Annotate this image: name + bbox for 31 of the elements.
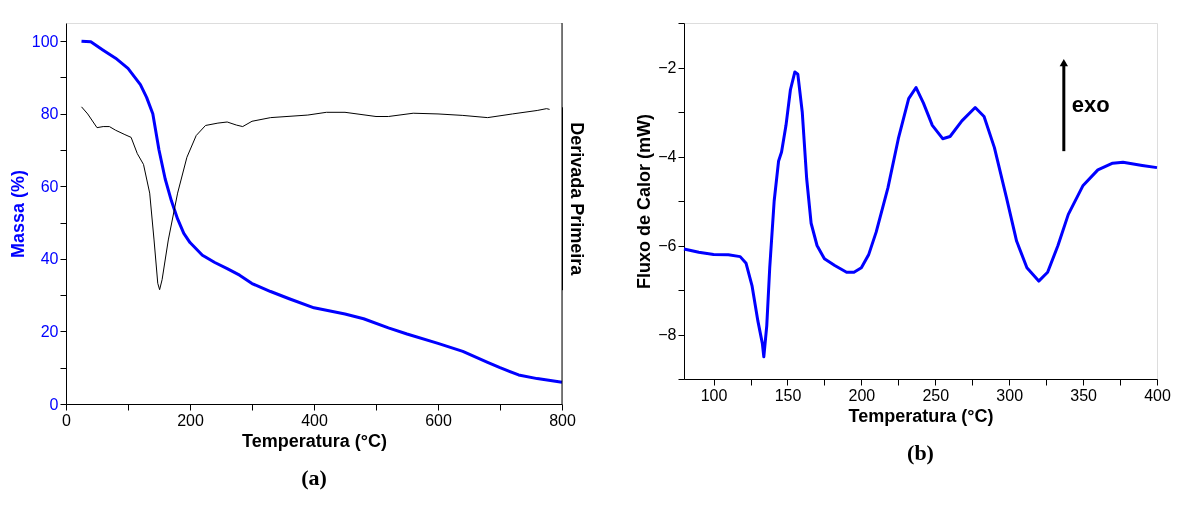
annotation: exo	[1071, 91, 1110, 117]
y-tick-label: −6	[658, 237, 677, 254]
line-series	[682, 70, 1159, 359]
x-tick-label: 100	[700, 386, 728, 404]
line-series	[80, 39, 564, 384]
y-tick-label: 40	[40, 250, 59, 268]
y-tick-label: −2	[658, 59, 677, 76]
x-tick-label: 200	[848, 386, 876, 404]
x-tick-label: 400	[1144, 386, 1171, 404]
y-axis-title: Massa (%)	[7, 169, 28, 259]
x-tick-label: 0	[62, 411, 72, 429]
y-tick-label: 20	[40, 322, 59, 340]
x-tick-label: 250	[922, 386, 950, 404]
x-tick-label: 300	[996, 386, 1024, 404]
y-tick-label: 100	[31, 32, 59, 50]
x-tick-label: 200	[177, 411, 204, 429]
y-tick-label: −8	[658, 326, 677, 343]
x-tick-label: 350	[1070, 386, 1098, 404]
text: (b)	[907, 440, 934, 465]
text: (a)	[301, 465, 327, 490]
y-tick-label: 60	[40, 177, 59, 195]
y-tick-label: 80	[40, 105, 59, 123]
y-axis-title: Derivada Primeira	[566, 122, 587, 277]
x-axis-title: Temperatura (°C)	[242, 430, 387, 451]
y-tick-label: −4	[658, 148, 677, 165]
x-axis-title: Temperatura (°C)	[848, 405, 994, 426]
x-tick-label: 400	[301, 411, 328, 429]
x-tick-label: 150	[774, 386, 802, 404]
x-tick-label: 800	[549, 411, 576, 429]
x-tick-label: 600	[425, 411, 452, 429]
y-axis-title: Fluxo de Calor (mW)	[634, 114, 655, 289]
